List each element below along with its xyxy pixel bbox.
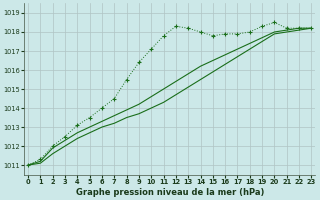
- X-axis label: Graphe pression niveau de la mer (hPa): Graphe pression niveau de la mer (hPa): [76, 188, 264, 197]
